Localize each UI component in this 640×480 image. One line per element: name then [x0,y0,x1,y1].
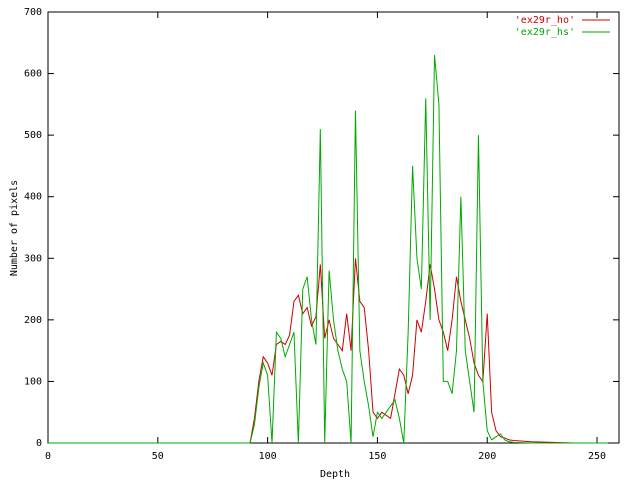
y-tick-label: 300 [24,253,42,264]
y-tick-label: 0 [36,438,42,449]
y-tick-label: 200 [24,315,42,326]
plot-frame [47,11,620,444]
data-line [48,55,609,444]
y-tick-label: 400 [24,192,42,203]
x-tick-label: 200 [478,451,496,462]
x-tick-label: 50 [152,451,164,462]
data-line [48,258,609,444]
y-tick-label: 700 [24,7,42,18]
x-tick-label: 150 [368,451,386,462]
y-tick-label: 500 [24,130,42,141]
x-axis-label: Depth [320,469,350,480]
y-tick-label: 600 [24,69,42,80]
x-tick-label: 0 [45,451,51,462]
legend-label: 'ex29r_hs' [515,27,575,38]
y-axis-label: Number of pixels [9,180,20,276]
x-tick-label: 100 [259,451,277,462]
y-tick-label: 100 [24,376,42,387]
x-tick-label: 250 [588,451,606,462]
legend-label: 'ex29r_ho' [515,15,575,26]
